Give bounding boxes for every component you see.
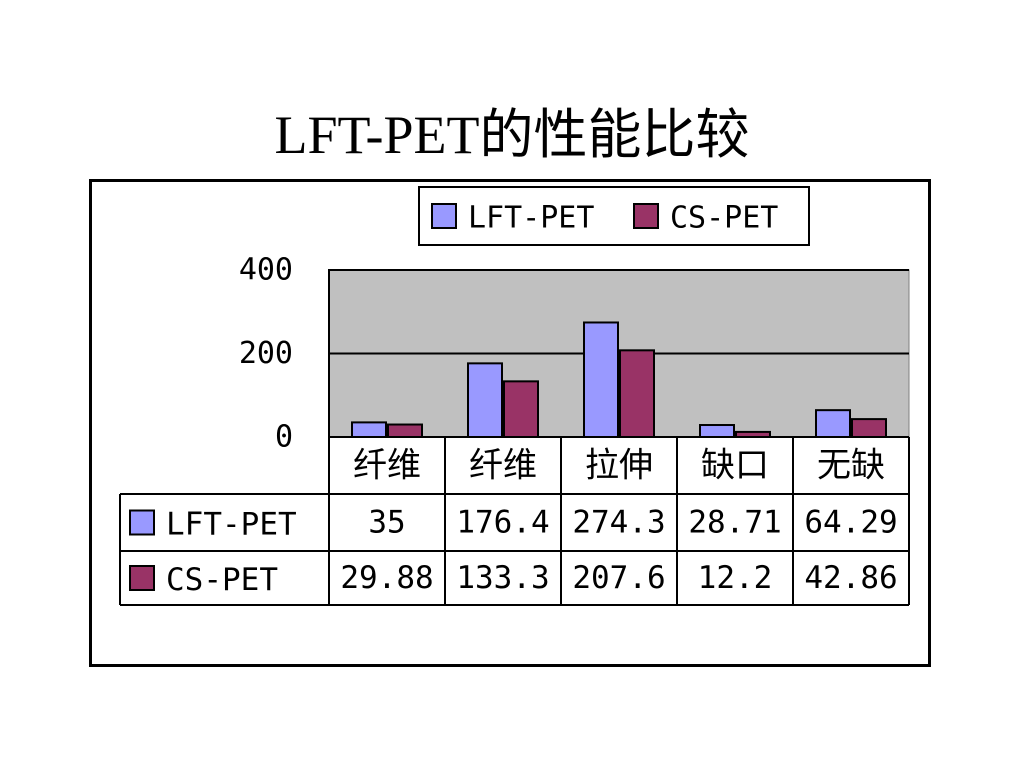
y-tick-label: 400 — [239, 253, 293, 288]
table-value: 12.2 — [698, 560, 773, 596]
category-label: 纤维 — [353, 446, 421, 486]
bar — [851, 418, 887, 439]
bar — [467, 362, 503, 438]
table-series-name: LFT-PET — [166, 507, 297, 543]
table-value: 207.6 — [572, 560, 665, 596]
table-value: 28.71 — [688, 505, 781, 541]
legend-label: LFT-PET — [468, 201, 594, 236]
legend-key — [633, 203, 659, 229]
bar — [351, 421, 387, 439]
bar — [815, 409, 851, 439]
table-series-name: CS-PET — [166, 562, 278, 598]
bar — [699, 424, 735, 439]
table-value: 64.29 — [804, 505, 897, 541]
category-label: 纤维 — [469, 446, 537, 486]
table-value: 29.88 — [340, 560, 433, 596]
table-value: 176.4 — [456, 505, 549, 541]
bar — [503, 380, 539, 439]
y-tick-label: 0 — [275, 420, 293, 455]
bar — [387, 423, 423, 438]
bar — [583, 321, 619, 438]
legend-label: CS-PET — [670, 201, 778, 236]
bar — [619, 349, 655, 438]
category-label: 拉伸 — [585, 446, 653, 486]
table-legend-key — [129, 509, 155, 536]
table-value: 35 — [368, 505, 405, 541]
legend-key — [431, 203, 457, 229]
slide-title: LFT-PET的性能比较 — [274, 105, 750, 165]
category-label: 缺口 — [701, 446, 769, 486]
table-value: 274.3 — [572, 505, 665, 541]
y-tick-label: 200 — [239, 336, 293, 371]
category-label: 无缺 — [817, 446, 885, 486]
legend — [418, 186, 810, 246]
table-legend-key — [129, 565, 155, 591]
table-value: 133.3 — [456, 560, 549, 596]
table-value: 42.86 — [804, 560, 897, 596]
